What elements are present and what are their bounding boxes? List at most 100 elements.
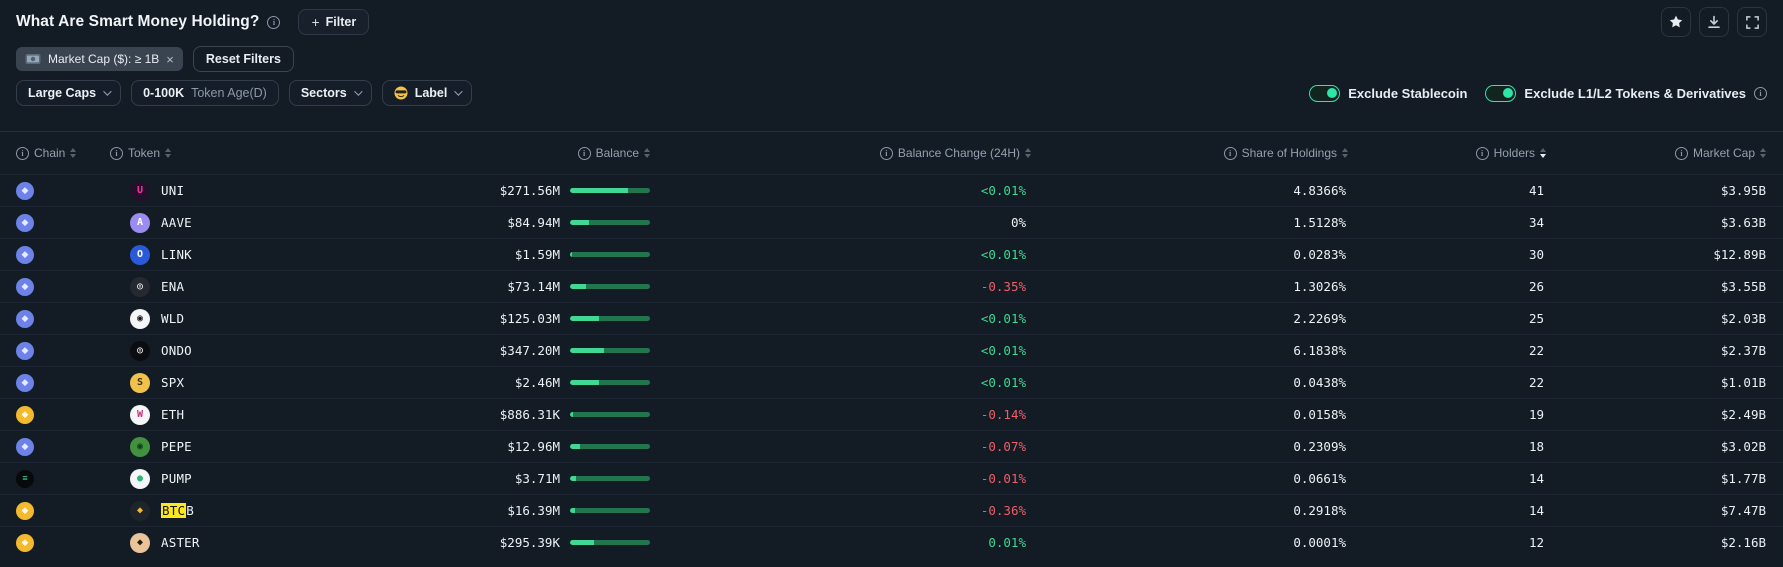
token-cell[interactable]: ◆ ASTER <box>110 532 440 553</box>
exclude-l1l2-toggle-group[interactable]: Exclude L1/L2 Tokens & Derivatives <box>1485 84 1767 102</box>
token-cell[interactable]: O LINK <box>110 244 440 265</box>
add-filter-button[interactable]: Filter <box>298 9 370 35</box>
token-age-filter[interactable]: 0-100K Token Age(D) <box>131 80 279 106</box>
balance-bar <box>570 348 650 353</box>
balance-bar <box>570 476 650 481</box>
star-icon <box>1668 14 1684 30</box>
column-header-label: Chain <box>34 146 66 160</box>
table-row[interactable]: ≡ ● PUMP $3.71M -0.01% 0.0661% 14 $1.77B <box>0 462 1783 494</box>
token-icon: ◉ <box>130 436 150 457</box>
chain-cell: ◆ <box>0 277 110 296</box>
token-cell[interactable]: A AAVE <box>110 212 440 233</box>
favorite-button[interactable] <box>1661 7 1691 37</box>
token-cell[interactable]: ◎ ENA <box>110 276 440 297</box>
balance-bar-bright <box>570 284 586 289</box>
fullscreen-icon <box>1745 15 1760 30</box>
info-icon <box>1223 146 1237 160</box>
balance-cell: $16.39M <box>440 503 650 518</box>
token-icon: S <box>130 372 150 393</box>
table-row[interactable]: ◆ O LINK $1.59M <0.01% 0.0283% 30 $12.89… <box>0 238 1783 270</box>
exclude-stablecoin-toggle-group[interactable]: Exclude Stablecoin <box>1309 84 1467 102</box>
table-row[interactable]: ◆ W ETH $886.31K -0.14% 0.0158% 19 $2.49… <box>0 398 1783 430</box>
balance-bar-bright <box>570 444 580 449</box>
token-cell[interactable]: ◉ PEPE <box>110 436 440 457</box>
holders: 30 <box>1528 247 1544 262</box>
label-dropdown[interactable]: Label <box>381 80 473 106</box>
share-of-holdings: 4.8366% <box>1293 183 1346 198</box>
page-title: What Are Smart Money Holding? <box>16 13 260 30</box>
chain-cell: ◆ <box>0 437 110 456</box>
chain-cell: ◆ <box>0 309 110 328</box>
token-cell[interactable]: ◆ BTCB <box>110 500 440 521</box>
table-row[interactable]: ◆ ◆ BTCB $16.39M -0.36% 0.2918% 14 $7.47… <box>0 494 1783 526</box>
balance-value: $1.59M <box>514 247 560 262</box>
info-icon[interactable] <box>1754 86 1767 100</box>
balance-bar-bright <box>570 508 575 513</box>
toggle-on-switch[interactable] <box>1309 84 1341 102</box>
plus-icon <box>311 14 319 30</box>
balance-cell: $84.94M <box>440 215 650 230</box>
token-icon: O <box>130 244 150 265</box>
topbar-actions <box>1661 7 1767 37</box>
token-cell[interactable]: ◎ ONDO <box>110 340 440 361</box>
token-cell[interactable]: S SPX <box>110 372 440 393</box>
token-icon: W <box>130 404 150 425</box>
column-header-balance-change-24h-[interactable]: Balance Change (24H) <box>650 146 1031 160</box>
sort-arrows-icon <box>644 148 650 158</box>
token-name: SPX <box>161 375 185 390</box>
table-row[interactable]: ◆ ◉ PEPE $12.96M -0.07% 0.2309% 18 $3.02… <box>0 430 1783 462</box>
table-row[interactable]: ◆ ◉ WLD $125.03M <0.01% 2.2269% 25 $2.03… <box>0 302 1783 334</box>
market-cap: $2.49B <box>1720 407 1766 422</box>
fullscreen-button[interactable] <box>1737 7 1767 37</box>
ethereum-chain-icon: ◆ <box>16 277 34 296</box>
column-header-balance[interactable]: Balance <box>440 146 650 160</box>
holders: 18 <box>1528 439 1544 454</box>
market-cap: $2.37B <box>1720 343 1766 358</box>
title-info-icon[interactable] <box>267 15 281 29</box>
column-header-share-of-holdings[interactable]: Share of Holdings <box>1031 146 1348 160</box>
market-cap: $1.01B <box>1720 375 1766 390</box>
balance-cell: $271.56M <box>440 183 650 198</box>
balance-value: $12.96M <box>507 439 560 454</box>
column-header-chain: Chain <box>0 146 110 160</box>
sectors-dropdown[interactable]: Sectors <box>288 80 372 106</box>
column-header-holders[interactable]: Holders <box>1348 146 1546 160</box>
market-cap-tier-dropdown[interactable]: Large Caps <box>16 80 122 106</box>
bnb-chain-icon: ◆ <box>16 533 34 552</box>
table-row[interactable]: ◆ ◎ ENA $73.14M -0.35% 1.3026% 26 $3.55B <box>0 270 1783 302</box>
balance-change: <0.01% <box>980 311 1026 326</box>
table-row[interactable]: ◆ U UNI $271.56M <0.01% 4.8366% 41 $3.95… <box>0 174 1783 206</box>
holders: 22 <box>1528 343 1544 358</box>
balance-change: 0.01% <box>988 535 1026 550</box>
balance-cell: $347.20M <box>440 343 650 358</box>
table-row[interactable]: ◆ ◆ ASTER $295.39K 0.01% 0.0001% 12 $2.1… <box>0 526 1783 558</box>
share-of-holdings: 0.0283% <box>1293 247 1346 262</box>
balance-bar-bright <box>570 316 599 321</box>
share-of-holdings: 0.0158% <box>1293 407 1346 422</box>
token-cell[interactable]: ● PUMP <box>110 468 440 489</box>
token-cell[interactable]: ◉ WLD <box>110 308 440 329</box>
token-cell[interactable]: U UNI <box>110 180 440 201</box>
filter-chip-market-cap[interactable]: Market Cap ($): ≥ 1B <box>16 47 183 71</box>
reset-filters-button[interactable]: Reset Filters <box>192 46 294 72</box>
table-row[interactable]: ◆ S SPX $2.46M <0.01% 0.0438% 22 $1.01B <box>0 366 1783 398</box>
token-cell[interactable]: W ETH <box>110 404 440 425</box>
market-cap: $12.89B <box>1713 247 1766 262</box>
holdings-table: Chain Token Balance Balance Change (24H)… <box>0 131 1783 558</box>
balance-change: 0% <box>1010 215 1026 230</box>
toggle-on-switch[interactable] <box>1485 84 1517 102</box>
chevron-down-icon <box>454 87 464 96</box>
table-row[interactable]: ◆ ◎ ONDO $347.20M <0.01% 6.1838% 22 $2.3… <box>0 334 1783 366</box>
close-icon[interactable] <box>166 53 174 66</box>
chain-cell: ◆ <box>0 341 110 360</box>
column-header-token: Token <box>110 146 440 160</box>
share-of-holdings: 0.0001% <box>1293 535 1346 550</box>
token-icon: ◉ <box>130 308 150 329</box>
column-header-market-cap[interactable]: Market Cap <box>1546 146 1783 160</box>
balance-change: -0.36% <box>980 503 1026 518</box>
token-name: ENA <box>161 279 185 294</box>
download-button[interactable] <box>1699 7 1729 37</box>
sort-arrows-icon <box>1025 148 1031 158</box>
table-row[interactable]: ◆ A AAVE $84.94M 0% 1.5128% 34 $3.63B <box>0 206 1783 238</box>
balance-bar <box>570 540 650 545</box>
